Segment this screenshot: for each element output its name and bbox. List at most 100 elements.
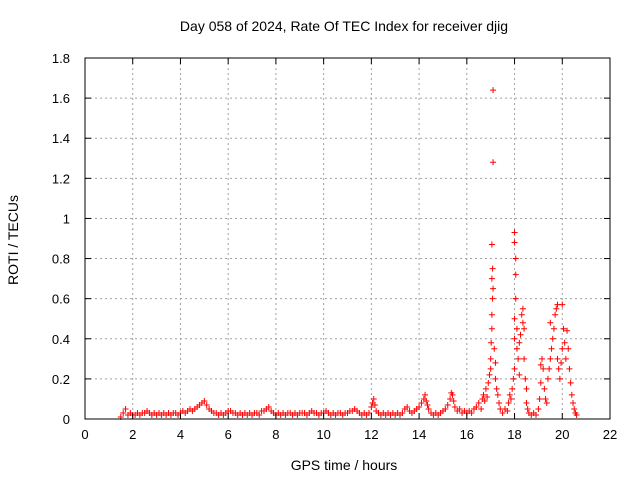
data-point	[488, 241, 495, 248]
data-point	[473, 403, 480, 410]
tick-marks	[84, 57, 611, 420]
data-point	[561, 339, 568, 346]
data-point	[201, 397, 208, 404]
data-point	[475, 399, 482, 406]
data-point	[547, 355, 554, 362]
data-point	[478, 405, 485, 412]
plot-frame	[84, 57, 611, 420]
data-point	[549, 335, 556, 342]
x-tick-label: 20	[555, 427, 569, 442]
data-point	[491, 345, 498, 352]
x-tick-label: 12	[364, 427, 378, 442]
data-point	[493, 385, 500, 392]
data-point	[543, 399, 550, 406]
y-tick-label: 0.6	[52, 292, 70, 307]
grid	[85, 58, 610, 419]
data-point	[566, 365, 573, 372]
data-point	[567, 379, 574, 386]
data-point	[511, 365, 518, 372]
data-point	[521, 355, 528, 362]
data-point	[511, 229, 518, 236]
data-point	[450, 397, 457, 404]
data-point	[505, 399, 512, 406]
y-tick-label: 0	[63, 412, 70, 427]
data-point	[542, 395, 549, 402]
data-point	[558, 359, 565, 366]
data-point	[511, 315, 518, 322]
data-point	[451, 403, 458, 410]
data-point	[552, 311, 559, 318]
data-point	[425, 405, 432, 412]
data-point	[442, 405, 449, 412]
data-point	[488, 311, 495, 318]
y-tick-label: 1.6	[52, 91, 70, 106]
data-point	[516, 371, 523, 378]
y-tick-label: 1.8	[52, 51, 70, 66]
data-point	[559, 301, 566, 308]
x-tick-label: 0	[81, 427, 88, 442]
data-point	[564, 327, 571, 334]
x-tick-label: 2	[129, 427, 136, 442]
x-tick-label: 10	[316, 427, 330, 442]
data-point	[456, 405, 463, 412]
x-tick-label: 4	[177, 427, 184, 442]
data-point	[538, 355, 545, 362]
data-point	[522, 375, 529, 382]
data-point	[555, 365, 562, 372]
data-point	[512, 255, 519, 262]
data-point	[485, 379, 492, 386]
data-point	[468, 409, 475, 416]
x-tick-label: 8	[272, 427, 279, 442]
x-axis-label: GPS time / hours	[291, 457, 398, 473]
data-point	[546, 365, 553, 372]
x-tick-label: 22	[603, 427, 617, 442]
chart-title: Day 058 of 2024, Rate Of TEC Index for r…	[180, 18, 508, 34]
data-point	[484, 393, 491, 400]
data-point	[559, 345, 566, 352]
data-point	[518, 311, 525, 318]
data-point	[541, 385, 548, 392]
data-point	[256, 411, 263, 418]
x-tick-label: 16	[460, 427, 474, 442]
data-point	[537, 379, 544, 386]
data-point	[488, 275, 495, 282]
data-point	[370, 395, 377, 402]
y-tick-label: 1.2	[52, 171, 70, 186]
data-point	[122, 405, 129, 412]
data-point	[550, 325, 557, 332]
data-point	[404, 403, 411, 410]
data-point	[511, 335, 518, 342]
data-point	[513, 325, 520, 332]
data-point	[496, 399, 503, 406]
data-point	[507, 395, 514, 402]
data-point	[487, 355, 494, 362]
data-point	[399, 409, 406, 416]
data-point	[447, 395, 454, 402]
data-point	[120, 409, 127, 416]
y-tick-label: 0.8	[52, 252, 70, 267]
data-point	[486, 371, 493, 378]
y-tick-label: 0.2	[52, 372, 70, 387]
data-point	[494, 391, 501, 398]
x-tick-label: 18	[507, 427, 521, 442]
data-point	[489, 295, 496, 302]
data-point	[515, 355, 522, 362]
data-point	[540, 365, 547, 372]
data-point	[512, 271, 519, 278]
data-point	[490, 285, 497, 292]
data-point	[568, 391, 575, 398]
data-point	[480, 391, 487, 398]
data-point	[482, 385, 489, 392]
data-point	[265, 403, 272, 410]
data-point	[519, 305, 526, 312]
y-tick-label: 1.4	[52, 131, 70, 146]
data-point	[516, 339, 523, 346]
data-point	[499, 409, 506, 416]
data-point	[523, 385, 530, 392]
data-point	[537, 361, 544, 368]
data-point	[547, 319, 554, 326]
data-point	[481, 397, 488, 404]
data-point	[519, 319, 526, 326]
data-point	[418, 399, 425, 406]
